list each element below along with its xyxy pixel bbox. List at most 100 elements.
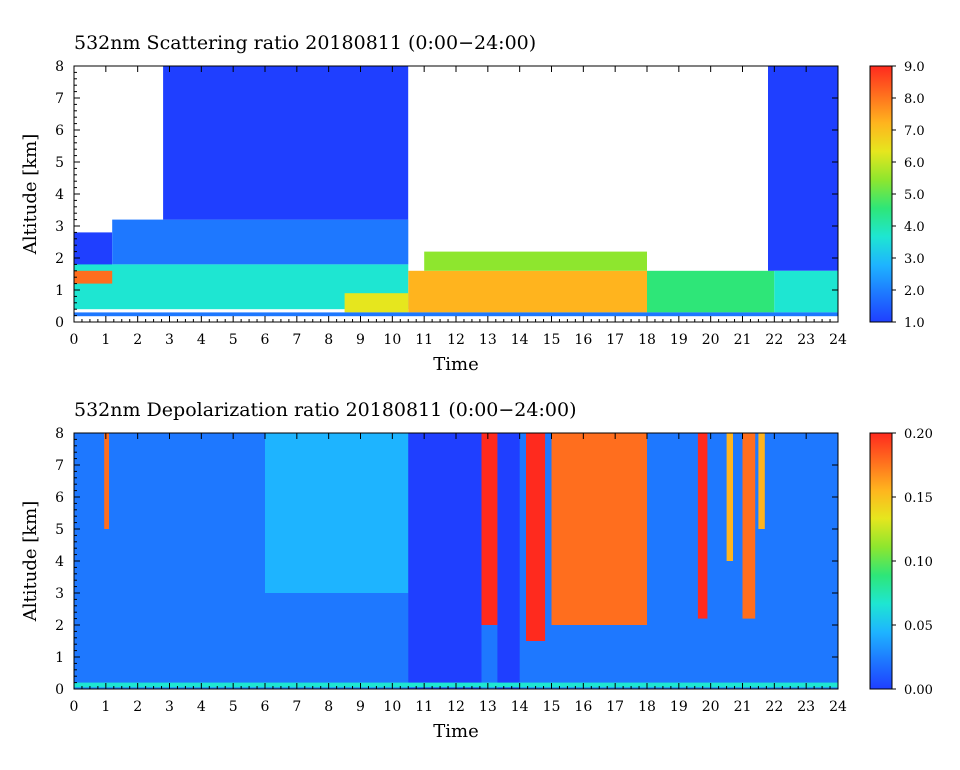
y-tick-label: 1 (55, 650, 64, 666)
panel1-ylabel: Altitude [km] (20, 134, 41, 256)
x-tick-label: 10 (383, 699, 401, 715)
data-region-9 (697, 433, 708, 619)
x-tick-label: 21 (734, 699, 752, 715)
data-region-1 (265, 433, 409, 593)
x-tick-label: 1 (101, 699, 110, 715)
panel2-title: 532nm Depolarization ratio 20180811 (0:0… (74, 399, 576, 421)
panel1-axes: 0 1 2 3 4 5 6 7 8 9 10 11 12 13 14 15 16 17 18 19 20 21 22 23 24… (55, 59, 847, 348)
data-region-0 (74, 232, 113, 268)
x-tick-label: 7 (292, 699, 301, 715)
x-tick-label: 19 (670, 332, 688, 348)
data-region-3 (497, 433, 520, 689)
colorbar-label: 0.00 (904, 683, 933, 698)
x-tick-label: 10 (383, 332, 401, 348)
x-tick-label: 9 (356, 699, 365, 715)
panel-scattering: 532nm Scattering ratio 20180811 (0:00−24… (20, 32, 925, 375)
x-tick-label: 16 (574, 332, 592, 348)
x-tick-label: 19 (670, 699, 688, 715)
panel-depolarization: 532nm Depolarization ratio 20180811 (0:0… (20, 399, 933, 742)
x-tick-label: 17 (606, 699, 624, 715)
x-tick-label: 16 (574, 699, 592, 715)
data-region-9 (768, 66, 838, 271)
data-region-2 (408, 433, 482, 689)
data-region-4 (74, 270, 113, 284)
x-tick-label: 7 (292, 332, 301, 348)
colorbar-scale (869, 65, 893, 323)
data-region-6 (408, 270, 648, 313)
x-tick-label: 23 (797, 699, 815, 715)
x-tick-label: 3 (165, 699, 174, 715)
x-tick-label: 18 (638, 699, 656, 715)
data-region-7 (647, 270, 775, 313)
y-tick-label: 2 (55, 251, 64, 267)
x-tick-label: 5 (229, 332, 238, 348)
panel1-colorbar: 1.0 2.0 3.0 4.0 5.0 6.0 7.0 8.0 9.0 (869, 60, 925, 331)
y-tick-label: 8 (55, 426, 64, 442)
x-tick-label: 21 (734, 332, 752, 348)
y-tick-label: 3 (55, 586, 64, 602)
x-tick-label: 18 (638, 332, 656, 348)
colorbar-label: 5.0 (904, 188, 925, 203)
y-tick-label: 4 (55, 554, 64, 570)
y-tick-label: 0 (55, 315, 64, 331)
y-tick-label: 3 (55, 219, 64, 235)
x-tick-label: 13 (479, 332, 497, 348)
data-region-12 (758, 433, 765, 529)
x-tick-label: 2 (133, 699, 142, 715)
x-tick-label: 20 (702, 699, 720, 715)
x-tick-label: 2 (133, 332, 142, 348)
x-tick-label: 4 (197, 699, 206, 715)
panel2-axes: 0 1 2 3 4 5 6 7 8 9 10 11 12 13 14 15 16 17 18 19 20 21 22 23 24… (55, 426, 847, 715)
x-tick-label: 8 (324, 332, 333, 348)
panel2-ylabel: Altitude [km] (20, 501, 41, 623)
x-tick-label: 17 (606, 332, 624, 348)
x-tick-label: 3 (165, 332, 174, 348)
data-region-8 (424, 251, 647, 271)
y-tick-label: 4 (55, 187, 64, 203)
data-region-5 (104, 433, 109, 529)
y-tick-label: 5 (55, 522, 64, 538)
x-tick-label: 6 (261, 699, 270, 715)
colorbar-label: 8.0 (904, 92, 925, 107)
y-tick-label: 1 (55, 283, 64, 299)
colorbar-label: 9.0 (904, 60, 925, 75)
x-tick-label: 11 (415, 699, 433, 715)
x-tick-label: 23 (797, 332, 815, 348)
colorbar-label: 2.0 (904, 284, 925, 299)
panel1-plot-area (74, 66, 838, 317)
x-tick-label: 0 (70, 699, 79, 715)
y-tick-label: 6 (55, 123, 64, 139)
data-region-2 (163, 66, 409, 220)
x-tick-label: 12 (447, 699, 465, 715)
panel2-xlabel: Time (433, 721, 478, 742)
x-tick-label: 15 (543, 332, 561, 348)
colorbar-label: 6.0 (904, 156, 925, 171)
colorbar-label: 0.10 (904, 555, 933, 570)
data-region-10 (774, 270, 838, 313)
x-tick-label: 20 (702, 332, 720, 348)
data-region-8 (551, 433, 647, 625)
x-tick-label: 22 (765, 699, 783, 715)
panel1-xlabel: Time (433, 354, 478, 375)
data-region-10 (726, 433, 733, 561)
x-tick-label: 13 (479, 699, 497, 715)
y-tick-label: 5 (55, 155, 64, 171)
panel2-colorbar: 0.00 0.05 0.10 0.15 0.20 (869, 427, 933, 698)
x-tick-label: 9 (356, 332, 365, 348)
data-region-6 (481, 433, 498, 625)
data-region-5 (344, 293, 409, 313)
data-region-11 (74, 312, 838, 317)
x-tick-label: 5 (229, 699, 238, 715)
colorbar-label: 0.20 (904, 427, 933, 442)
x-tick-label: 24 (829, 699, 847, 715)
y-tick-label: 2 (55, 618, 64, 634)
data-region-7 (526, 433, 546, 641)
x-tick-label: 24 (829, 332, 847, 348)
colorbar-scale (869, 432, 893, 690)
y-tick-label: 7 (55, 458, 64, 474)
y-tick-label: 8 (55, 59, 64, 75)
x-tick-label: 6 (261, 332, 270, 348)
y-tick-label: 7 (55, 91, 64, 107)
colorbar-label: 4.0 (904, 220, 925, 235)
